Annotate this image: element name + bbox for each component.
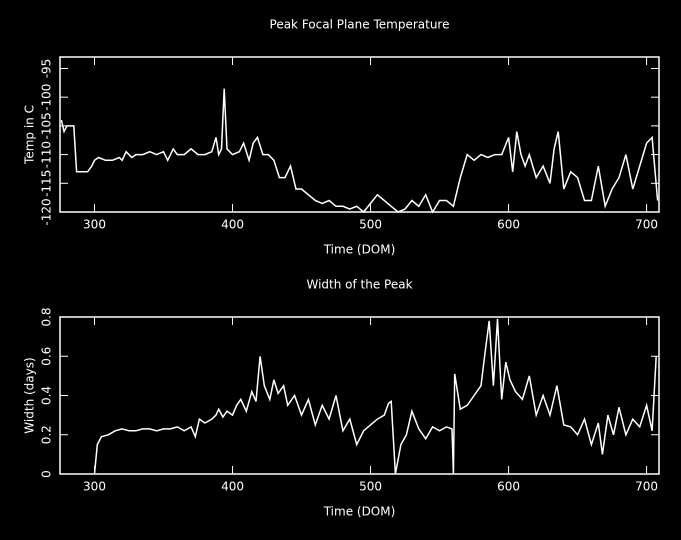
- y-tick-label: -100: [40, 84, 54, 111]
- data-line: [60, 88, 659, 214]
- y-tick-label: -120: [40, 198, 54, 225]
- y-tick-label: 0.4: [40, 386, 54, 405]
- x-tick-label: 700: [635, 480, 658, 494]
- y-tick-label: -110: [40, 141, 54, 168]
- y-tick-label: 0.8: [40, 307, 54, 326]
- x-tick-label: 500: [359, 480, 382, 494]
- y-tick-label: -105: [40, 112, 54, 139]
- y-axis-label: Width (days): [23, 357, 37, 433]
- y-tick-label: 0.6: [40, 347, 54, 366]
- y-tick-label: -95: [40, 59, 54, 79]
- y-axis-label: Temp in C: [23, 105, 37, 165]
- chart-title: Peak Focal Plane Temperature: [270, 18, 450, 32]
- x-axis-label: Time (DOM): [323, 505, 396, 519]
- x-axis-label: Time (DOM): [323, 243, 396, 257]
- chart-title: Width of the Peak: [306, 278, 412, 292]
- y-tick-label: 0: [40, 470, 54, 478]
- x-tick-label: 300: [83, 218, 106, 232]
- x-tick-label: 600: [497, 218, 520, 232]
- x-tick-label: 500: [359, 218, 382, 232]
- plot-frame: [59, 316, 660, 475]
- data-line: [93, 318, 657, 475]
- x-tick-label: 400: [221, 218, 244, 232]
- x-tick-label: 400: [221, 480, 244, 494]
- y-tick-label: -115: [40, 170, 54, 197]
- x-tick-label: 300: [83, 480, 106, 494]
- x-tick-label: 700: [635, 218, 658, 232]
- plot-frame: [59, 56, 660, 213]
- y-tick-label: 0.2: [40, 425, 54, 444]
- x-tick-label: 600: [497, 480, 520, 494]
